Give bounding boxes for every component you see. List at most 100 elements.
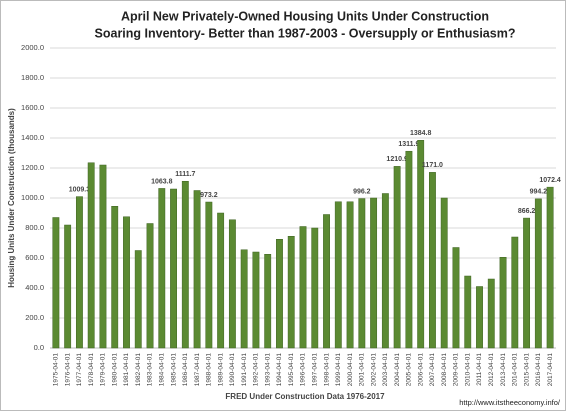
bar — [99, 164, 107, 349]
bar — [546, 186, 554, 349]
x-tick-label: 1978-04-01 — [88, 353, 95, 387]
bar — [440, 197, 448, 349]
value-label: 1072.4 — [539, 177, 561, 184]
x-tick-label: 1987-04-01 — [194, 353, 201, 387]
value-label: 1063.8 — [151, 178, 173, 185]
x-tick-label: 1975-04-01 — [53, 353, 60, 387]
x-tick-label: 1988-04-01 — [206, 353, 213, 387]
x-tick-label: 1996-04-01 — [300, 353, 307, 387]
x-tick-label: 1998-04-01 — [323, 353, 330, 387]
value-label: 994.2 — [530, 189, 548, 196]
bar — [334, 201, 342, 349]
x-tick-label: 1986-04-01 — [182, 353, 189, 387]
bar — [75, 196, 83, 349]
bar — [511, 236, 519, 349]
bar — [264, 254, 272, 349]
bar — [381, 193, 389, 349]
y-axis-title: Housing Units Under Construction (thousa… — [7, 108, 16, 288]
value-label: 1384.8 — [410, 130, 432, 137]
bar — [464, 275, 472, 349]
bar — [287, 236, 295, 349]
bar — [193, 190, 201, 349]
y-tick-label: 1600.0 — [21, 103, 44, 112]
bar — [499, 257, 507, 349]
value-label: 973.2 — [200, 192, 218, 199]
bar — [346, 201, 354, 349]
bar — [181, 180, 189, 349]
value-label: 996.2 — [353, 188, 371, 195]
y-tick-label: 200.0 — [25, 313, 44, 322]
x-tick-label: 2011-04-01 — [476, 353, 483, 386]
y-tick-label: 1000.0 — [21, 193, 44, 202]
chart-title: April New Privately-Owned Housing Units … — [121, 9, 489, 23]
bar — [146, 223, 154, 349]
x-tick-label: 2017-04-01 — [547, 353, 554, 387]
x-tick-label: 2012-04-01 — [488, 353, 495, 387]
y-tick-label: 800.0 — [25, 223, 44, 232]
bar — [405, 150, 413, 349]
chart-subtitle: Soaring Inventory- Better than 1987-2003… — [95, 26, 516, 40]
x-tick-label: 1997-04-01 — [311, 353, 318, 387]
x-tick-label: 1995-04-01 — [288, 353, 295, 387]
bar — [323, 214, 330, 349]
bar — [452, 247, 460, 349]
bar — [252, 251, 260, 349]
x-tick-label: 2002-04-01 — [370, 353, 377, 387]
bar — [523, 217, 531, 349]
y-tick-label: 1800.0 — [21, 73, 44, 82]
value-label: 1210.9 — [386, 156, 408, 163]
bar — [123, 216, 130, 349]
bar — [299, 226, 307, 349]
bar — [487, 278, 495, 349]
x-tick-label: 1990-04-01 — [229, 353, 236, 387]
x-tick-label: 2004-04-01 — [394, 353, 401, 387]
x-tick-label: 1976-04-01 — [64, 353, 71, 387]
bar — [64, 224, 72, 349]
bar — [134, 250, 142, 349]
x-tick-label: 2013-04-01 — [500, 353, 507, 387]
x-tick-label: 1999-04-01 — [335, 353, 342, 387]
x-tick-label: 2005-04-01 — [406, 353, 413, 387]
x-tick-label: 1989-04-01 — [217, 353, 224, 387]
y-tick-label: 2000.0 — [21, 43, 44, 52]
bar — [393, 166, 401, 349]
x-tick-label: 2000-04-01 — [347, 353, 354, 387]
x-tick-label: 1993-04-01 — [264, 353, 271, 387]
x-tick-label: 1980-04-01 — [111, 353, 118, 387]
x-tick-label: 1982-04-01 — [135, 353, 142, 387]
bar — [170, 188, 177, 349]
y-tick-label: 400.0 — [25, 283, 44, 292]
bar — [534, 198, 542, 349]
bar — [370, 197, 378, 349]
x-tick-label: 2016-04-01 — [535, 353, 542, 387]
y-tick-label: 600.0 — [25, 253, 44, 262]
x-tick-label: 1991-04-01 — [241, 353, 248, 387]
bar — [358, 198, 366, 349]
bar — [205, 201, 213, 349]
value-label: 1171.0 — [422, 162, 443, 169]
x-tick-label: 2001-04-01 — [359, 353, 366, 387]
bar — [158, 188, 166, 349]
value-label: 866.2 — [518, 208, 536, 215]
x-tick-label: 2007-04-01 — [429, 353, 436, 387]
x-tick-label: 2006-04-01 — [417, 353, 424, 387]
x-tick-label: 1984-04-01 — [159, 353, 166, 387]
x-tick-label: 1992-04-01 — [253, 353, 260, 387]
x-tick-label: 2008-04-01 — [441, 353, 448, 387]
x-tick-label: 1981-04-01 — [123, 353, 130, 387]
value-label: 1111.7 — [175, 171, 195, 178]
bar — [276, 239, 283, 349]
y-tick-label: 1400.0 — [21, 133, 44, 142]
value-label: 1311.9 — [398, 141, 419, 148]
x-tick-label: 2010-04-01 — [464, 353, 471, 387]
y-tick-label: 0.0 — [34, 343, 44, 352]
value-label: 1009.3 — [69, 186, 91, 193]
x-tick-label: 1994-04-01 — [276, 353, 283, 387]
x-tick-label: 2009-04-01 — [453, 353, 460, 387]
x-tick-label: 1977-04-01 — [76, 353, 83, 387]
bar — [476, 286, 483, 349]
bar — [429, 172, 436, 349]
source: http://www.itstheeconomy.info/ — [459, 398, 561, 407]
